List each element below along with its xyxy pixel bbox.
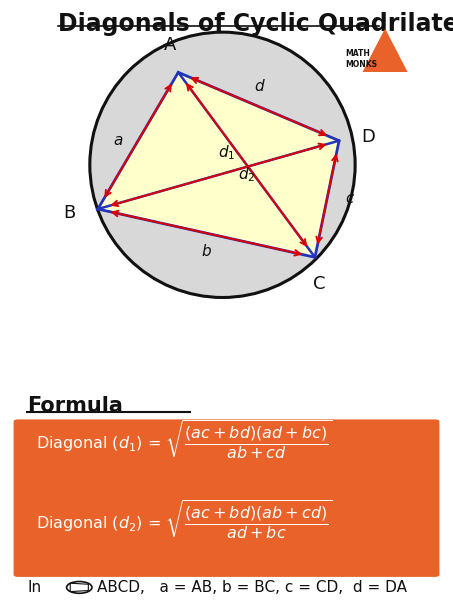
Text: a: a	[113, 133, 123, 148]
Polygon shape	[98, 73, 339, 257]
Circle shape	[90, 32, 355, 298]
Polygon shape	[363, 30, 407, 72]
Text: b: b	[202, 244, 211, 259]
Text: c: c	[345, 191, 353, 206]
FancyBboxPatch shape	[14, 419, 439, 577]
Text: $d_1$: $d_1$	[218, 143, 235, 162]
Text: Diagonal $(d_1)$ = $\sqrt{\dfrac{(ac + bd)(ad + bc)}{ab + cd}}$: Diagonal $(d_1)$ = $\sqrt{\dfrac{(ac + b…	[36, 419, 333, 462]
Text: MATH
MONKS: MATH MONKS	[345, 49, 377, 69]
Text: D: D	[361, 128, 375, 146]
Text: Diagonals of Cyclic Quadrilateral: Diagonals of Cyclic Quadrilateral	[58, 12, 453, 36]
Text: Diagonal $(d_2)$ = $\sqrt{\dfrac{(ac + bd)(ab + cd)}{ad + bc}}$: Diagonal $(d_2)$ = $\sqrt{\dfrac{(ac + b…	[36, 499, 333, 542]
Text: A: A	[164, 36, 176, 54]
Text: ABCD,   a = AB, b = BC, c = CD,  d = DA: ABCD, a = AB, b = BC, c = CD, d = DA	[97, 580, 407, 595]
Text: Formula: Formula	[27, 396, 123, 416]
Text: M: M	[390, 32, 403, 46]
Text: B: B	[63, 204, 76, 222]
Text: d: d	[254, 79, 264, 94]
Text: $d_2$: $d_2$	[238, 166, 255, 184]
Text: In: In	[27, 580, 41, 595]
Text: C: C	[313, 275, 325, 293]
